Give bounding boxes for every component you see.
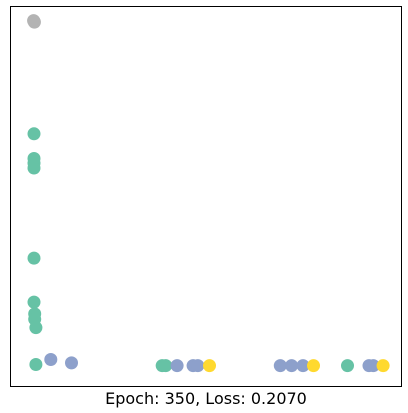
plot-frame	[10, 6, 402, 387]
data-point	[203, 359, 216, 373]
data-point	[273, 359, 287, 373]
data-point	[44, 353, 58, 366]
data-point	[296, 359, 310, 373]
points-layer	[27, 14, 390, 373]
data-point	[376, 359, 390, 373]
data-point	[65, 356, 78, 370]
data-point	[341, 359, 354, 373]
data-point	[27, 127, 41, 141]
data-point	[27, 295, 41, 309]
data-point	[27, 161, 41, 175]
data-point	[29, 358, 43, 371]
data-point	[29, 321, 43, 335]
x-axis-label: Epoch: 350, Loss: 0.2070	[105, 389, 307, 408]
data-point	[307, 359, 320, 373]
data-point	[191, 359, 205, 373]
data-point	[27, 14, 41, 28]
data-point	[285, 359, 299, 373]
data-point	[27, 251, 41, 265]
data-point	[366, 359, 380, 373]
data-point	[159, 359, 173, 373]
data-point	[170, 359, 184, 373]
